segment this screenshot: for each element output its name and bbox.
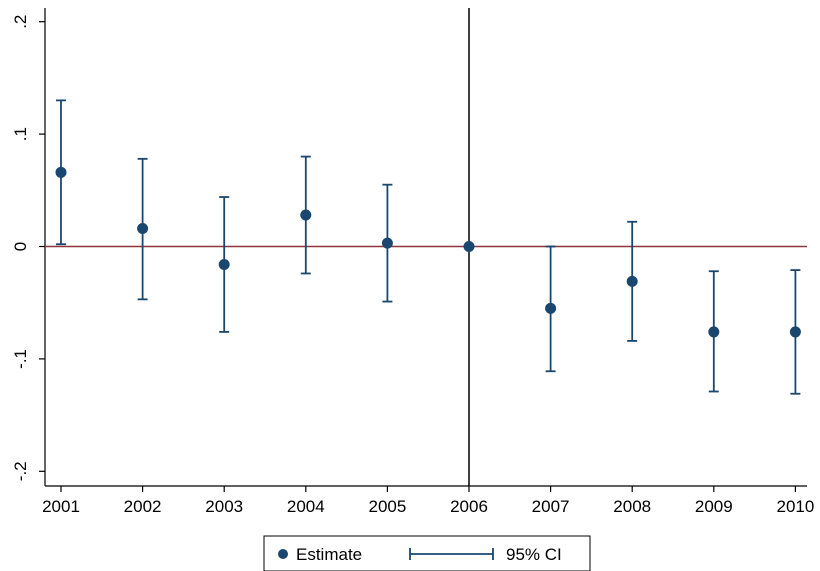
x-tick-label: 2008 (613, 497, 651, 516)
x-tick-label: 2006 (450, 497, 488, 516)
estimate-point (300, 209, 312, 221)
estimate-point (55, 166, 67, 178)
estimate-point (626, 275, 638, 287)
y-tick-label: -.1 (11, 349, 30, 369)
x-tick-label: 2004 (287, 497, 325, 516)
x-tick-label: 2009 (695, 497, 733, 516)
y-tick-label: .2 (11, 15, 30, 29)
y-tick-label: 0 (11, 242, 30, 251)
x-tick-label: 2005 (368, 497, 406, 516)
y-tick-label: .1 (11, 127, 30, 141)
x-tick-label: 2001 (42, 497, 80, 516)
estimate-point (137, 223, 149, 235)
x-axis: 2001 2002 2003 2004 2005 2006 2007 2008 2009 2010 (42, 485, 814, 516)
estimate-point (708, 326, 720, 338)
x-tick-label: 2007 (532, 497, 570, 516)
estimate-point (789, 326, 801, 338)
legend-ci-marker (409, 548, 494, 560)
estimate-point (545, 302, 557, 314)
legend-estimate-marker (278, 549, 288, 559)
x-tick-label: 2002 (124, 497, 162, 516)
x-tick-label: 2010 (776, 497, 814, 516)
estimate-points (55, 166, 801, 338)
y-tick-label: -.2 (11, 461, 30, 481)
legend: Estimate 95% CI (263, 535, 591, 571)
legend-ci-label: 95% CI (506, 545, 562, 564)
estimate-point (381, 237, 393, 249)
legend-estimate-label: Estimate (296, 545, 362, 564)
x-tick-label: 2003 (205, 497, 243, 516)
estimate-point (218, 258, 230, 270)
estimate-point (463, 241, 475, 252)
